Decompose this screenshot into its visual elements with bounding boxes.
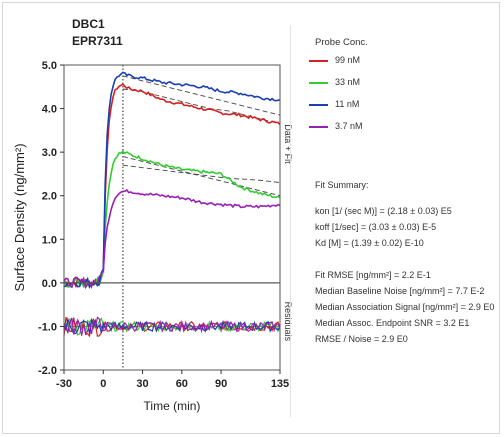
x-axis-title: Time (min) bbox=[144, 399, 201, 413]
residual-line-2 bbox=[63, 316, 281, 335]
y-tick-label-7: -2.0 bbox=[38, 365, 57, 377]
x-tick-label-1: 0 bbox=[100, 378, 106, 390]
fit-kd: Kd [M] = (1.39 ± 0.02) E-10 bbox=[315, 238, 424, 248]
upper-panel-frame bbox=[63, 64, 281, 284]
association-signal: Median Association Signal [ng/mm²] = 2.9… bbox=[315, 302, 495, 312]
y-tick-label-6: -1.0 bbox=[38, 321, 57, 333]
fit-curve-1 bbox=[122, 156, 281, 197]
endpoint-snr: Median Assoc. Endpoint SNR = 3.2 E1 bbox=[315, 318, 470, 328]
legend-swatch-3-7nm bbox=[309, 126, 328, 128]
rmse-noise: RMSE / Noise = 2.9 E0 bbox=[315, 334, 408, 344]
legend-swatch-99nm bbox=[309, 60, 328, 62]
series-line-2 bbox=[63, 71, 281, 289]
series-line-0 bbox=[63, 83, 281, 290]
y-tick-label-2: 3.0 bbox=[42, 147, 57, 159]
fit-rmse: Fit RMSE [ng/mm²] = 2.2 E-1 bbox=[315, 270, 431, 280]
legend-label-33nm: 33 nM bbox=[335, 77, 361, 87]
x-tick-label-3: 60 bbox=[176, 378, 188, 390]
fit-summary-title: Fit Summary: bbox=[315, 180, 369, 190]
chart-canvas: 5.0 4.0 3.0 2.0 1.0 0.0 -1.0 -2.0-30 0 30 60 90 135 T… bbox=[12, 17, 293, 413]
x-tick-label-2: 30 bbox=[136, 378, 148, 390]
x-tick-label-0: -30 bbox=[56, 378, 72, 390]
fit-koff: koff [1/sec] = (3.03 ± 0.03) E-5 bbox=[315, 222, 437, 232]
legend-label-11nm: 11 nM bbox=[335, 99, 360, 109]
residual-line-3 bbox=[63, 316, 281, 336]
y-tick-label-0: 5.0 bbox=[42, 60, 57, 72]
chart-title-line-1: EPR7311 bbox=[72, 34, 123, 48]
y-axis-title: Surface Density (ng/mm²) bbox=[12, 143, 27, 291]
fit-curve-3 bbox=[122, 164, 281, 184]
figure-frame: 5.0 4.0 3.0 2.0 1.0 0.0 -1.0 -2.0 -30 0 30 60 90 135 T… bbox=[2, 2, 500, 434]
y-tick-label-4: 1.0 bbox=[42, 234, 57, 246]
legend-swatch-11nm bbox=[309, 104, 328, 106]
fit-curve-2 bbox=[122, 75, 281, 116]
legend-title: Probe Conc. bbox=[315, 37, 368, 48]
y-tick-label-5: 0.0 bbox=[42, 278, 57, 290]
x-tick-label-5: 135 bbox=[271, 378, 289, 390]
baseline-noise: Median Baseline Noise [ng/mm²] = 7.7 E-2 bbox=[315, 286, 485, 296]
legend-swatch-33nm bbox=[309, 82, 328, 84]
legend-panel: Probe Conc. 99 nM 33 nM 11 nM 3.7 nM Fit… bbox=[290, 25, 500, 417]
legend-label-99nm: 99 nM bbox=[335, 55, 361, 65]
fit-kon: kon [1/ (sec M)] = (2.18 ± 0.03) E5 bbox=[315, 206, 452, 216]
lower-panel-label: Residuals bbox=[283, 302, 293, 342]
legend-label-3-7nm: 3.7 nM bbox=[335, 121, 363, 131]
y-tick-label-1: 4.0 bbox=[42, 104, 57, 116]
y-tick-label-3: 2.0 bbox=[42, 191, 57, 203]
chart-title-line-0: DBC1 bbox=[72, 17, 105, 31]
upper-panel-label: Data + Fit bbox=[283, 124, 293, 164]
x-tick-label-4: 90 bbox=[215, 378, 227, 390]
series-line-3 bbox=[63, 188, 281, 290]
